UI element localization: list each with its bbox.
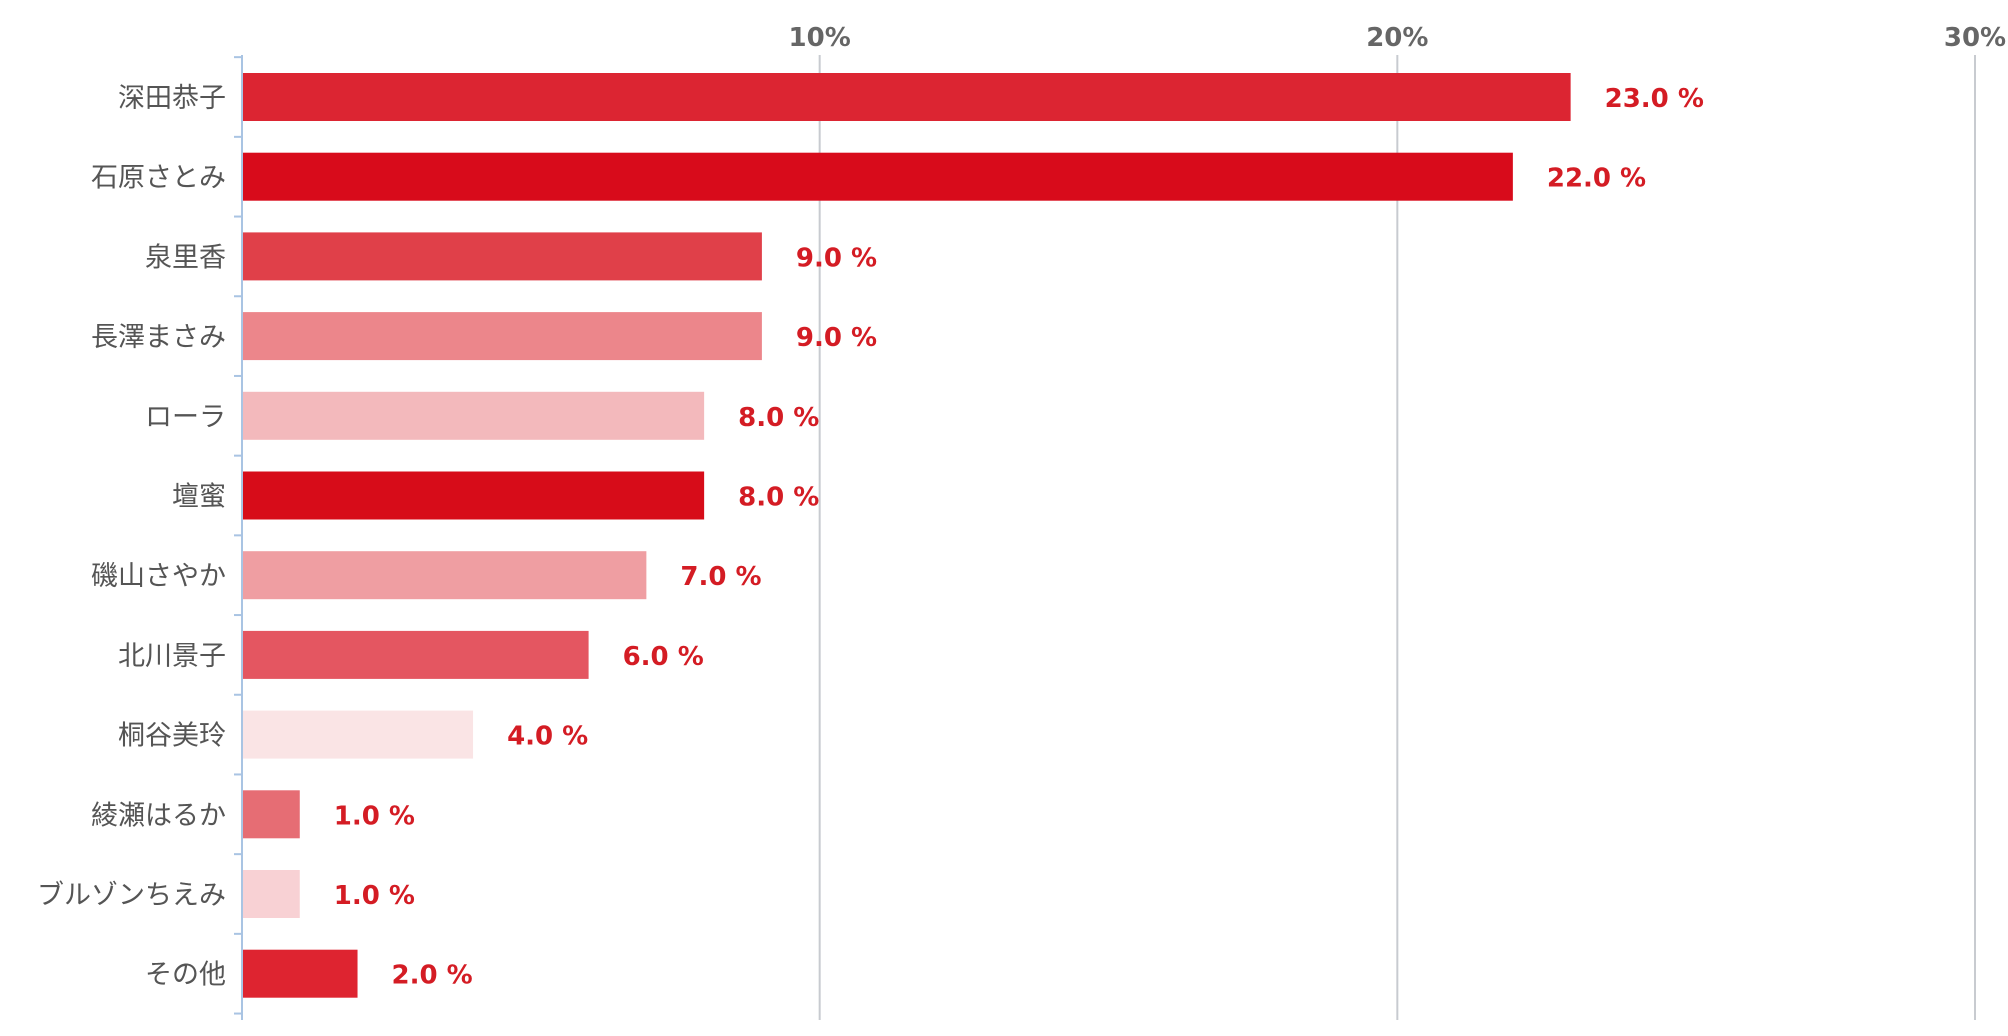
value-label: 6.0 %	[623, 642, 704, 672]
bar	[242, 312, 762, 361]
y-axis	[234, 55, 243, 1020]
value-label: 2.0 %	[392, 961, 473, 991]
labels: 10% 20% 30% 深田恭子 23.0 % 石原さとみ 22.0 % 泉里香 9.0 % 長澤…	[37, 23, 2006, 991]
bar	[242, 870, 300, 918]
category-label: 桐谷美玲	[118, 721, 226, 752]
gridlines	[818, 55, 1976, 1020]
category-label: 壇蜜	[172, 482, 226, 513]
value-label: 8.0 %	[738, 403, 819, 433]
category-label: 磯山さやか	[91, 561, 226, 592]
category-label: 北川景子	[118, 641, 226, 672]
value-label: 9.0 %	[796, 323, 877, 353]
bar	[242, 471, 705, 520]
category-label: その他	[145, 960, 226, 991]
x-tick-label: 20%	[1366, 23, 1428, 53]
category-label: ローラ	[145, 402, 226, 433]
bar	[242, 630, 589, 679]
bars	[242, 73, 1571, 998]
value-label: 8.0 %	[738, 483, 819, 513]
x-tick-label: 30%	[1944, 23, 2006, 53]
bar	[242, 551, 647, 600]
bar	[242, 710, 474, 759]
value-label: 7.0 %	[680, 562, 761, 592]
value-label: 1.0 %	[334, 881, 415, 911]
category-label: ブルゾンちえみ	[37, 880, 226, 911]
value-label: 9.0 %	[796, 243, 877, 273]
category-label: 深田恭子	[118, 83, 226, 114]
category-label: 石原さとみ	[91, 163, 226, 194]
value-label: 23.0 %	[1605, 84, 1704, 114]
bar	[242, 73, 1571, 121]
category-label: 泉里香	[145, 242, 226, 273]
value-label: 1.0 %	[334, 801, 415, 831]
bar	[242, 949, 358, 998]
category-label: 長澤まさみ	[91, 322, 226, 353]
category-label: 綾瀬はるか	[91, 800, 226, 831]
x-tick-label: 10%	[789, 23, 851, 53]
bar	[242, 790, 300, 839]
value-label: 22.0 %	[1547, 164, 1646, 194]
bar	[242, 152, 1513, 201]
bar	[242, 391, 705, 440]
value-label: 4.0 %	[507, 722, 588, 752]
bar	[242, 232, 762, 281]
